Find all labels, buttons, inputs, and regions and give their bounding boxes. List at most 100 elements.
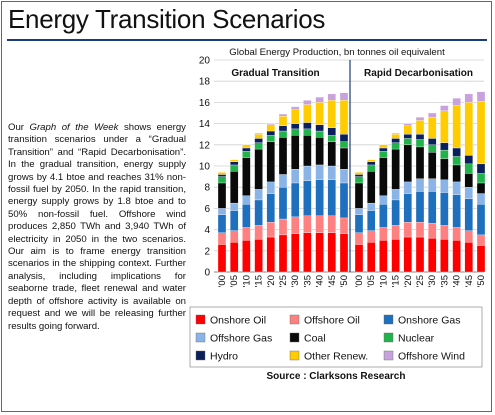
bar-segment-gradual-35-offshore-wind [303,100,312,105]
y-tick-label-18: 18 [199,77,211,88]
bar-segment-gradual-40-onshore-gas [315,179,324,216]
bar-segment-rapid-40-nuclear [452,156,461,166]
y-tick-label-8: 8 [204,183,210,194]
bar-segment-gradual-25-other-renew- [278,116,288,126]
bar-segment-gradual-45-onshore-gas [327,179,336,216]
x-tick-label-gradual-10: '10 [241,275,252,287]
y-tick-label-6: 6 [204,204,210,215]
panel-label-gradual: Gradual Transition [231,68,319,79]
bar-segment-rapid-15-offshore-wind [391,132,400,135]
x-tick-label-gradual-40: '40 [315,275,326,287]
bar-segment-rapid-00-hydro [354,174,364,177]
bar-segment-gradual-20-other-renew- [266,124,275,132]
x-tick-label-gradual-20: '20 [266,275,277,287]
bar-segment-gradual-15-hydro [254,138,263,143]
bar-segment-gradual-45-offshore-wind [327,93,336,101]
x-tick-label-rapid-50: '50 [476,275,486,287]
bar-segment-rapid-30-offshore-gas [428,178,437,192]
bar-segment-gradual-40-nuclear [315,130,324,138]
bar-segment-rapid-30-offshore-wind [428,112,437,118]
x-tick-label-rapid-15: '15 [391,275,402,287]
bar-segment-rapid-20-onshore-oil [403,236,412,273]
bar-segment-gradual-05-onshore-gas [230,210,239,231]
bar-segment-rapid-30-other-renew- [428,117,437,139]
bar-segment-gradual-50-offshore-gas [339,169,349,184]
legend-label-hydro: Hydro [210,351,238,363]
bar-segment-rapid-35-nuclear [440,149,449,159]
x-tick-label-rapid-05: '05 [366,275,377,287]
bar-segment-rapid-40-onshore-gas [452,194,461,228]
legend-label-offshore-oil: Offshore Oil [304,315,360,327]
legend-label-offshore-gas: Offshore Gas [210,333,272,345]
bar-segment-gradual-30-coal [291,135,300,170]
bar-segment-gradual-20-offshore-gas [266,181,275,194]
x-tick-label-rapid-30: '30 [427,275,438,287]
bar-segment-rapid-00-onshore-oil [354,244,364,273]
bar-segment-rapid-00-nuclear [354,176,364,184]
bar-segment-rapid-40-coal [452,164,461,183]
bar-segment-rapid-15-onshore-gas [391,199,400,226]
bar-segment-gradual-45-onshore-oil [327,232,336,273]
bar-segment-gradual-45-offshore-oil [327,215,336,233]
bar-segment-gradual-20-offshore-wind [266,123,275,125]
bar-segment-gradual-05-nuclear [230,164,239,172]
bar-segment-rapid-15-onshore-oil [391,238,400,273]
bar-segment-rapid-30-onshore-gas [428,191,437,224]
bar-segment-rapid-50-offshore-wind [476,91,486,102]
y-tick-label-2: 2 [204,246,210,257]
bar-segment-rapid-15-offshore-gas [391,189,400,201]
bar-segment-gradual-40-offshore-gas [315,164,324,180]
bar-segment-rapid-15-hydro [391,138,400,143]
bar-segment-rapid-45-other-renew- [464,102,473,156]
bar-segment-gradual-15-nuclear [254,142,263,150]
bar-segment-rapid-30-hydro [428,138,437,145]
bar-segment-rapid-35-other-renew- [440,110,449,143]
y-tick-label-4: 4 [204,225,210,236]
x-tick-label-gradual-25: '25 [278,275,289,287]
bar-segment-rapid-35-offshore-oil [440,225,449,240]
chart-title: Global Energy Production, bn tonnes oil … [229,47,445,58]
bar-segment-gradual-05-coal [230,171,239,204]
title-rule [7,39,487,41]
bar-segment-gradual-05-offshore-oil [230,230,239,243]
bar-segment-gradual-40-offshore-wind [315,96,324,103]
bar-segment-gradual-20-onshore-gas [266,193,275,223]
bar-segment-gradual-15-offshore-wind [254,132,263,135]
bar-segment-gradual-25-hydro [278,125,288,132]
y-tick-label-12: 12 [199,140,211,151]
legend-label-offshore-wind: Offshore Wind [398,351,465,363]
bar-segment-gradual-10-offshore-oil [242,227,251,241]
y-tick-label-20: 20 [199,56,211,67]
bar-segment-rapid-05-hydro [367,161,376,166]
bar-segment-rapid-20-offshore-wind [403,123,412,126]
bar-segment-gradual-30-onshore-gas [291,182,300,218]
bar-segment-gradual-25-onshore-gas [278,187,288,220]
legend-swatch-hydro [195,350,206,361]
bar-segment-gradual-25-offshore-wind [278,113,288,117]
bar-segment-rapid-30-offshore-oil [428,223,437,239]
bar-segment-rapid-35-onshore-oil [440,238,449,273]
bar-segment-rapid-05-coal [367,171,376,204]
bar-segment-gradual-35-other-renew- [303,104,312,123]
bar-segment-rapid-25-coal [415,146,425,179]
bar-segment-rapid-40-onshore-oil [452,240,461,273]
x-tick-label-gradual-00: '00 [217,275,228,287]
bar-segment-gradual-10-onshore-gas [242,204,251,228]
bar-segment-gradual-50-onshore-oil [339,233,349,273]
bar-segment-gradual-25-offshore-oil [278,218,288,236]
bar-segment-gradual-25-nuclear [278,130,288,138]
bar-segment-gradual-35-offshore-oil [303,215,312,233]
bar-segment-rapid-10-offshore-gas [379,195,388,205]
bar-segment-rapid-45-nuclear [464,163,473,174]
bar-segment-gradual-40-offshore-oil [315,215,324,233]
bar-segment-rapid-35-coal [440,158,449,180]
bar-segment-gradual-00-other-renew- [217,172,227,175]
bar-segment-gradual-05-onshore-oil [230,242,239,273]
bar-segment-rapid-00-other-renew- [354,172,364,175]
bar-segment-gradual-50-offshore-wind [339,92,349,101]
bar-segment-gradual-00-coal [217,182,227,209]
bar-segment-gradual-10-onshore-oil [242,240,251,273]
bar-segment-rapid-35-offshore-wind [440,105,449,112]
y-tick-label-10: 10 [199,162,211,173]
